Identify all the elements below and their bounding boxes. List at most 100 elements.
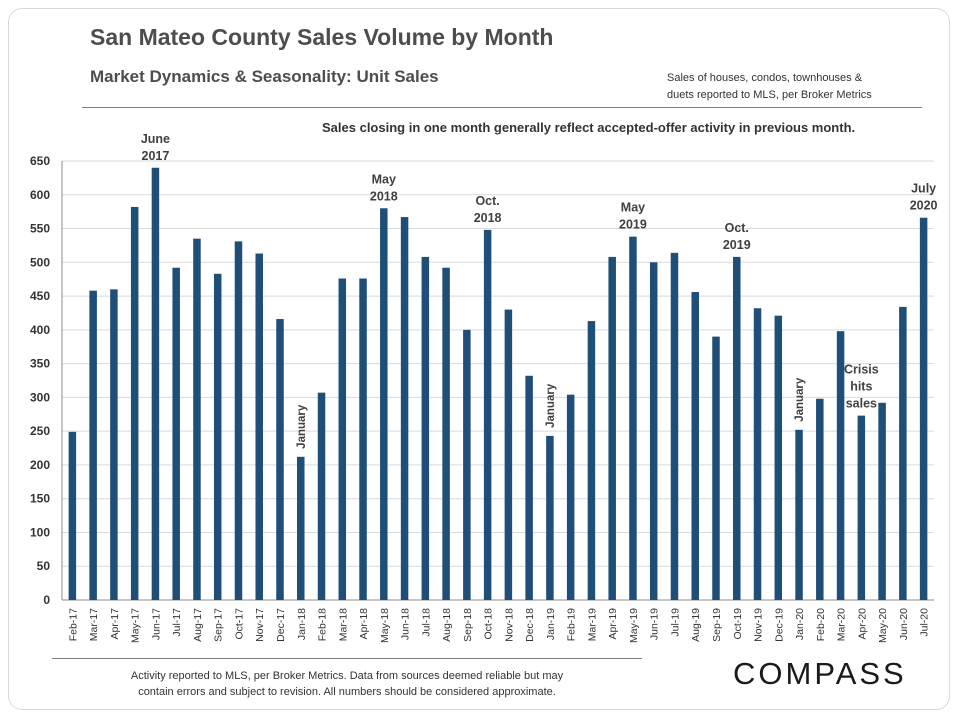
bar-annotation-line: Crisis	[844, 363, 879, 377]
bar	[670, 252, 679, 601]
bar	[691, 292, 699, 600]
x-tick-label: Mar-17	[88, 608, 100, 641]
x-tick-label: Jul-19	[669, 608, 681, 637]
insight-note: Sales closing in one month generally ref…	[322, 120, 856, 135]
x-tick-label: Oct-17	[233, 608, 245, 640]
bar-annotation: May 2018	[370, 172, 398, 203]
y-tick-label: 0	[43, 593, 50, 607]
bar	[317, 392, 326, 600]
bar	[857, 415, 866, 600]
bar	[276, 319, 284, 600]
x-tick-label: Aug-18	[441, 608, 453, 642]
bar	[442, 267, 450, 600]
header-divider	[82, 107, 922, 108]
x-tick-label: Jul-18	[420, 608, 432, 637]
bar-annotation-line: hits	[850, 380, 872, 394]
bar	[608, 256, 616, 600]
bar-annotation: January	[296, 404, 308, 449]
bar	[546, 435, 554, 600]
x-tick-label: Feb-20	[815, 608, 827, 641]
x-tick-label: Apr-20	[856, 608, 868, 640]
footer-divider	[52, 658, 642, 659]
x-tick-label: Jun-20	[898, 608, 910, 640]
bar	[919, 217, 928, 601]
x-tick-label: Jul-17	[171, 608, 183, 637]
bar-annotation: January	[794, 377, 806, 422]
slide-frame	[8, 8, 950, 710]
bar	[899, 306, 907, 600]
bar	[525, 375, 533, 600]
x-tick-label: Dec-19	[773, 608, 785, 642]
bar-annotation-line: May	[621, 201, 645, 215]
bar-annotation: January	[545, 383, 557, 428]
x-tick-label: Sep-17	[213, 608, 225, 642]
x-tick-label: Feb-19	[566, 608, 578, 641]
bar-annotation: Oct. 2018	[474, 194, 502, 225]
x-tick-label: Oct-18	[483, 608, 495, 640]
y-tick-label: 50	[37, 559, 51, 573]
x-tick-label: Dec-17	[275, 608, 287, 642]
y-tick-label: 250	[30, 424, 50, 438]
y-tick-label: 100	[30, 525, 50, 539]
bar	[255, 253, 263, 600]
bar	[400, 217, 409, 600]
bar	[338, 278, 347, 600]
bar	[483, 229, 492, 601]
bar-annotation-line: June	[141, 132, 170, 146]
x-tick-label: Feb-18	[317, 608, 329, 641]
bar	[649, 262, 658, 600]
x-tick-label: Sep-18	[462, 608, 474, 642]
bar	[421, 256, 430, 600]
bar	[297, 456, 305, 600]
x-tick-label: Aug-19	[690, 608, 702, 642]
y-tick-label: 450	[30, 289, 50, 303]
y-tick-label: 650	[30, 154, 50, 168]
bar-annotation-line: Oct.	[725, 221, 749, 235]
bar	[712, 336, 720, 600]
source-note-line-1: Sales of houses, condos, townhouses &	[667, 72, 863, 84]
chart-subtitle: Market Dynamics & Seasonality: Unit Sale…	[90, 67, 439, 86]
bar	[816, 398, 824, 600]
bar-annotation-line: 2018	[474, 211, 502, 225]
bar-annotation-line: July	[911, 182, 936, 196]
x-tick-label: Mar-18	[337, 608, 349, 641]
bar	[193, 238, 201, 600]
bar-annotation-line: 2020	[910, 199, 938, 213]
bar	[587, 321, 596, 600]
bar-annotation-line: May	[372, 172, 396, 186]
bar	[836, 331, 845, 600]
x-tick-label: Mar-19	[586, 608, 598, 641]
bar	[878, 402, 886, 600]
bar	[774, 315, 783, 600]
x-tick-label: Nov-19	[753, 608, 765, 642]
bar-annotation: July 2020	[910, 182, 938, 213]
bar	[68, 431, 77, 600]
x-tick-label: Jun-17	[150, 608, 162, 640]
x-tick-label: Jul-20	[919, 608, 931, 637]
x-tick-label: Jun-19	[649, 608, 661, 640]
bar-annotation: May 2019	[619, 201, 647, 232]
chart-title: San Mateo County Sales Volume by Month	[90, 24, 554, 50]
y-tick-label: 300	[30, 390, 50, 404]
bar-annotation: June 2017	[141, 132, 170, 163]
footnote-line-1: Activity reported to MLS, per Broker Met…	[130, 670, 564, 682]
bar	[463, 329, 471, 600]
x-tick-label: May-20	[877, 608, 889, 643]
bar	[566, 394, 575, 600]
x-tick-label: May-18	[379, 608, 391, 643]
y-tick-label: 400	[30, 323, 50, 337]
bar-annotation-line: 2019	[619, 218, 647, 232]
x-tick-label: May-19	[628, 608, 640, 643]
bar	[234, 241, 243, 600]
bar	[380, 208, 388, 600]
footnote-line-2: contain errors and subject to revision. …	[138, 686, 556, 698]
bar	[110, 289, 118, 600]
y-tick-label: 600	[30, 188, 50, 202]
x-tick-label: May-17	[130, 608, 142, 643]
bar-annotation-line: Oct.	[475, 194, 499, 208]
bar	[359, 278, 367, 600]
x-tick-label: Sep-19	[711, 608, 723, 642]
x-tick-label: Jan-20	[794, 608, 806, 640]
source-note-line-2: duets reported to MLS, per Broker Metric…	[667, 89, 872, 101]
